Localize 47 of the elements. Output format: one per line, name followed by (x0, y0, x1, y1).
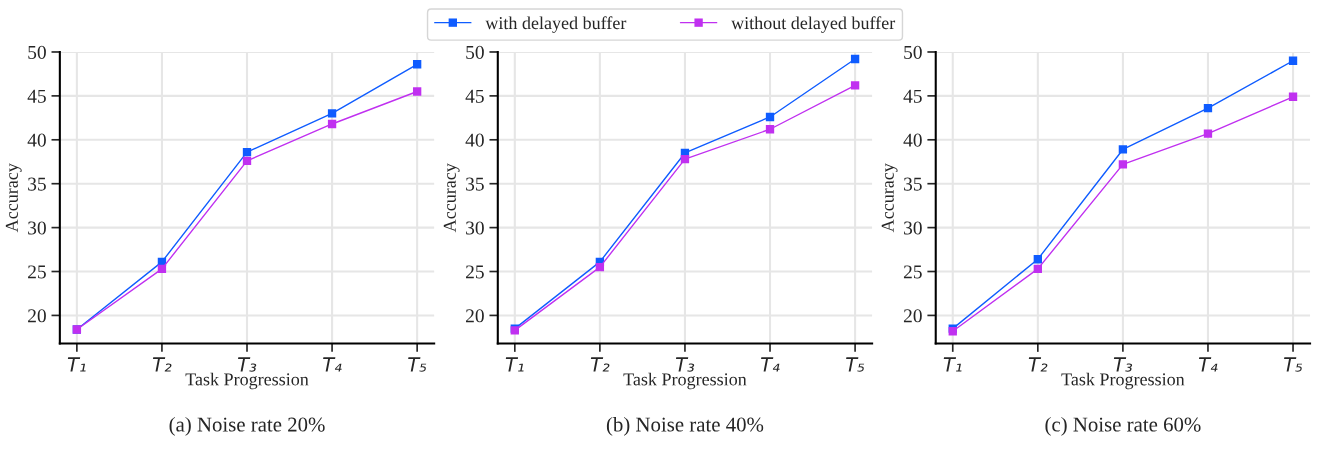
y-tick-label: 40 (27, 133, 46, 147)
x-axis-title: Task Progression (623, 372, 747, 390)
x-tick-label: T₂ (152, 357, 172, 372)
y-tick-label: 50 (466, 45, 484, 59)
x-axis-title: Task Progression (1061, 372, 1185, 390)
x-tick-label: T₁ (67, 357, 86, 372)
y-tick-label: 30 (904, 221, 922, 235)
x-tick-label: T₁ (505, 357, 524, 372)
y-tick-label: 40 (465, 133, 484, 147)
x-tick-label: T₁ (943, 357, 962, 372)
y-axis-title: Accuracy (5, 163, 22, 233)
y-tick-label: 25 (903, 265, 922, 279)
y-axis-title: Accuracy (443, 163, 460, 233)
x-tick-label: T₃ (675, 357, 695, 372)
x-tick-label: T₅ (846, 357, 865, 372)
text: (c) Noise rate 60% (1045, 416, 1201, 436)
legend-label: without delayed buffer (731, 16, 896, 33)
x-axis-title: Task Progression (185, 372, 309, 390)
text: (b) Noise rate 40% (606, 416, 764, 436)
legend-label: with delayed buffer (485, 16, 627, 33)
y-tick-label: 45 (903, 89, 922, 103)
x-tick-label: T₅ (1284, 357, 1303, 372)
y-tick-label: 50 (28, 45, 46, 59)
y-tick-label: 20 (903, 309, 922, 323)
x-tick-label: T₂ (1028, 357, 1048, 372)
y-tick-label: 45 (27, 89, 46, 103)
y-tick-label: 25 (28, 265, 46, 279)
y-tick-label: 20 (466, 309, 484, 323)
y-tick-label: 35 (466, 177, 484, 191)
x-tick-label: T₄ (1198, 357, 1218, 372)
y-tick-label: 45 (465, 89, 484, 103)
x-tick-label: T₃ (238, 357, 257, 372)
y-tick-label: 30 (28, 221, 46, 235)
x-tick-label: T₂ (590, 357, 610, 372)
x-tick-label: T₃ (1113, 357, 1133, 372)
y-tick-label: 30 (466, 221, 484, 235)
x-tick-label: T₅ (408, 357, 427, 372)
y-tick-label: 35 (28, 177, 46, 191)
y-tick-label: 20 (28, 309, 46, 323)
y-tick-label: 40 (903, 133, 922, 147)
x-tick-label: T₄ (323, 357, 342, 372)
text: (a) Noise rate 20% (169, 416, 325, 436)
y-tick-label: 35 (904, 177, 922, 191)
y-axis-title: Accuracy (881, 163, 898, 233)
y-tick-label: 25 (466, 265, 484, 279)
x-tick-label: T₄ (761, 357, 780, 372)
y-tick-label: 50 (904, 45, 922, 59)
